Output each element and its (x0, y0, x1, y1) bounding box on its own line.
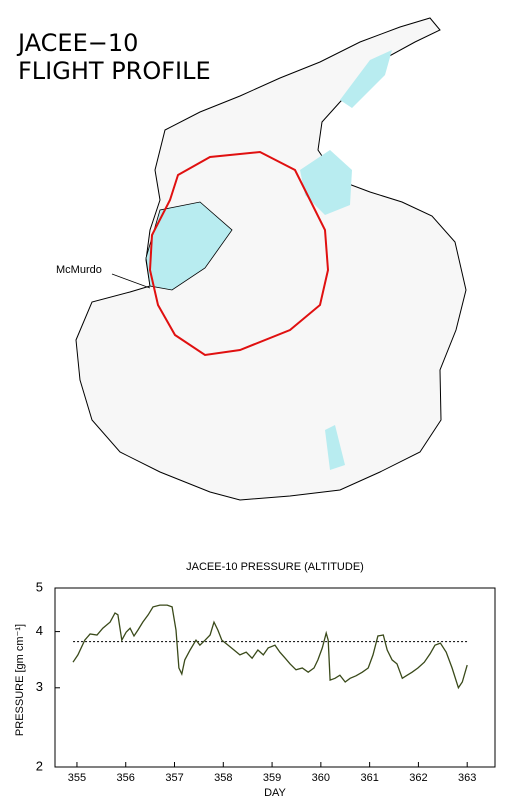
x-axis-label: DAY (264, 787, 286, 799)
pressure-line (72, 604, 468, 690)
x-tick-label: 358 (214, 772, 232, 784)
y-tick-label: 4 (36, 623, 43, 638)
y-tick-label: 2 (36, 758, 43, 773)
x-tick-label: 363 (458, 772, 476, 784)
y-tick-label: 5 (36, 579, 43, 594)
x-tick-label: 361 (360, 772, 378, 784)
x-tick-label: 355 (68, 772, 86, 784)
x-tick-label: 359 (263, 772, 281, 784)
y-axis-label: PRESSURE [gm cm⁻¹] (14, 624, 26, 736)
map-title: FLIGHT PROFILE (18, 57, 211, 85)
site-label: McMurdo (56, 264, 102, 276)
plot-frame (54, 587, 496, 768)
weddell-ice-shelf (300, 150, 352, 215)
x-tick-label: 362 (409, 772, 427, 784)
y-tick-label: 3 (36, 679, 43, 694)
x-tick-label: 356 (117, 772, 135, 784)
ross-ice-shelf (145, 201, 233, 291)
x-tick-label: 360 (312, 772, 330, 784)
map-title: JACEE−10 (16, 29, 138, 57)
flight-path (148, 150, 330, 357)
continent (75, 17, 467, 501)
amery-ice-shelf (325, 425, 345, 470)
x-tick-label: 357 (165, 772, 183, 784)
pressure-chart: JACEE-10 PRESSURE (ALTITUDE) DAY PRESSUR… (14, 561, 496, 799)
chart-title: JACEE-10 PRESSURE (ALTITUDE) (186, 561, 364, 573)
antarctica-map: JACEE−10 FLIGHT PROFILE McMurdo (16, 17, 467, 501)
site-pointer (111, 273, 151, 289)
peninsula-ice (340, 50, 392, 108)
